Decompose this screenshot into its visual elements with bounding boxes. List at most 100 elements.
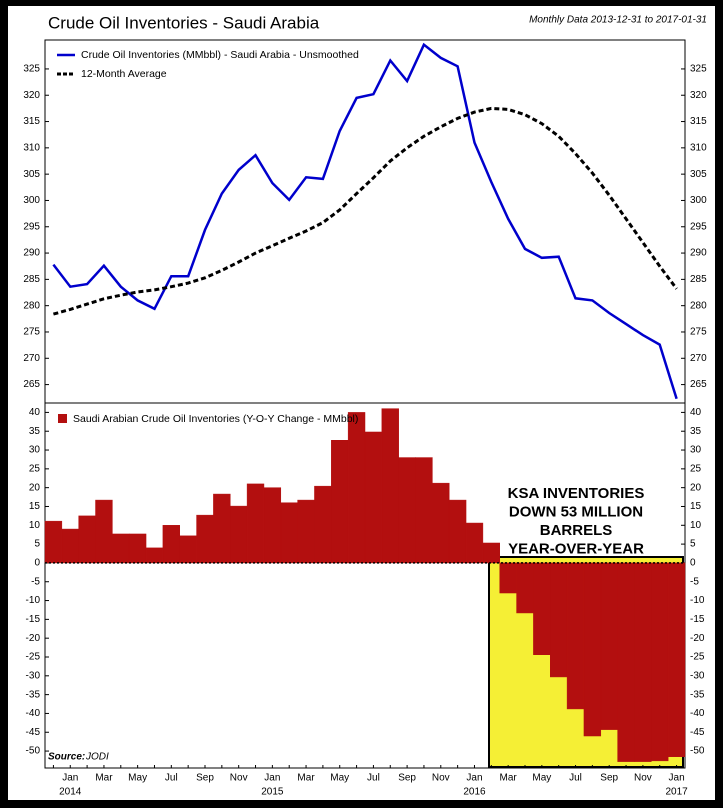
x-tick-label: Mar: [95, 773, 113, 784]
y-tick-label: -40: [26, 708, 41, 719]
bar: [280, 502, 298, 564]
y-tick-label: 310: [23, 142, 40, 153]
y-tick-label: -35: [26, 689, 41, 700]
y-tick-label: 300: [23, 195, 40, 206]
y-tick-label: -50: [26, 746, 41, 757]
y2-tick-label: -20: [690, 633, 705, 644]
y2-tick-label: 320: [690, 90, 707, 101]
x-year-label: 2015: [261, 787, 284, 798]
bar: [263, 487, 282, 564]
bar: [44, 520, 63, 564]
bar: [617, 562, 635, 762]
bar: [432, 482, 450, 564]
y-tick-label: 290: [23, 248, 40, 259]
bar: [516, 562, 534, 614]
y2-tick-label: -45: [690, 727, 705, 738]
y-tick-label: 320: [23, 90, 40, 101]
bar: [381, 408, 399, 564]
bar: [667, 562, 686, 757]
y2-tick-label: 315: [690, 116, 707, 127]
y-tick-label: 285: [23, 274, 40, 285]
y-tick-label: -30: [26, 670, 41, 681]
x-year-label: 2014: [59, 787, 82, 798]
bar: [583, 562, 602, 737]
bar: [600, 562, 618, 730]
y-tick-label: 280: [23, 300, 40, 311]
bar: [61, 528, 79, 564]
y-tick-label: -15: [26, 614, 41, 625]
y2-tick-label: 40: [690, 407, 702, 418]
bar: [128, 533, 147, 564]
bar: [634, 562, 652, 762]
x-tick-label: Mar: [297, 773, 315, 784]
bar: [314, 485, 332, 564]
y-tick-label: 325: [23, 64, 40, 75]
y2-tick-label: -50: [690, 746, 705, 757]
y2-tick-label: 280: [690, 300, 707, 311]
annotation: YEAR-OVER-YEAR: [508, 540, 644, 557]
y2-tick-label: 25: [690, 463, 702, 474]
x-tick-label: Jul: [165, 773, 178, 784]
y-tick-label: 275: [23, 327, 40, 338]
y-tick-label: 265: [23, 379, 40, 390]
bar: [95, 499, 113, 564]
legend-label: 12-Month Average: [81, 68, 167, 80]
bar: [465, 522, 484, 564]
y2-tick-label: 10: [690, 520, 702, 531]
y2-tick-label: -10: [690, 595, 705, 606]
y2-tick-label: -25: [690, 652, 705, 663]
bar: [398, 457, 416, 564]
chart-subtitle: Monthly Data 2013-12-31 to 2017-01-31: [529, 15, 707, 26]
x-tick-label: Jan: [264, 773, 280, 784]
x-tick-label: May: [532, 773, 551, 784]
x-tick-label: Nov: [230, 773, 248, 784]
x-tick-label: Nov: [432, 773, 450, 784]
y-tick-label: 315: [23, 116, 40, 127]
y-tick-label: 35: [29, 426, 41, 437]
y-tick-label: -25: [26, 652, 41, 663]
x-tick-label: May: [330, 773, 349, 784]
x-tick-label: Jan: [62, 773, 78, 784]
y-tick-label: 295: [23, 221, 40, 232]
y2-tick-label: 325: [690, 64, 707, 75]
bar: [213, 493, 231, 564]
y2-tick-label: 265: [690, 379, 707, 390]
y-tick-label: 270: [23, 353, 40, 364]
y-tick-label: 40: [29, 407, 41, 418]
y2-tick-label: 275: [690, 327, 707, 338]
bar: [651, 562, 669, 762]
annotation: DOWN 53 MILLION: [509, 503, 643, 520]
y2-tick-label: 35: [690, 426, 702, 437]
chart-title: Crude Oil Inventories - Saudi Arabia: [48, 13, 320, 32]
bar: [448, 499, 467, 564]
y2-tick-label: 15: [690, 501, 702, 512]
source-label: Source:: [48, 752, 85, 763]
y2-tick-label: 295: [690, 221, 707, 232]
y2-tick-label: -5: [690, 576, 699, 587]
y-tick-label: 25: [29, 463, 41, 474]
bar: [246, 483, 265, 564]
x-year-label: 2017: [665, 787, 688, 798]
legend-label: Saudi Arabian Crude Oil Inventories (Y-O…: [73, 413, 358, 425]
annotation: BARRELS: [540, 522, 613, 539]
y2-tick-label: -40: [690, 708, 705, 719]
y2-tick-label: 285: [690, 274, 707, 285]
y2-tick-label: 290: [690, 248, 707, 259]
x-tick-label: Jan: [466, 773, 482, 784]
x-tick-label: Jan: [669, 773, 685, 784]
y-tick-label: -5: [31, 576, 40, 587]
x-tick-label: Mar: [500, 773, 518, 784]
y2-tick-label: -30: [690, 670, 705, 681]
bar: [230, 505, 248, 564]
y-tick-label: 10: [29, 520, 41, 531]
legend-label: Crude Oil Inventories (MMbbl) - Saudi Ar…: [81, 49, 359, 61]
bar: [364, 431, 383, 564]
y-tick-label: 305: [23, 169, 40, 180]
y-tick-label: -20: [26, 633, 41, 644]
bar: [78, 515, 96, 564]
bar: [550, 562, 568, 678]
x-tick-label: Jul: [569, 773, 582, 784]
x-tick-label: Sep: [600, 773, 618, 784]
